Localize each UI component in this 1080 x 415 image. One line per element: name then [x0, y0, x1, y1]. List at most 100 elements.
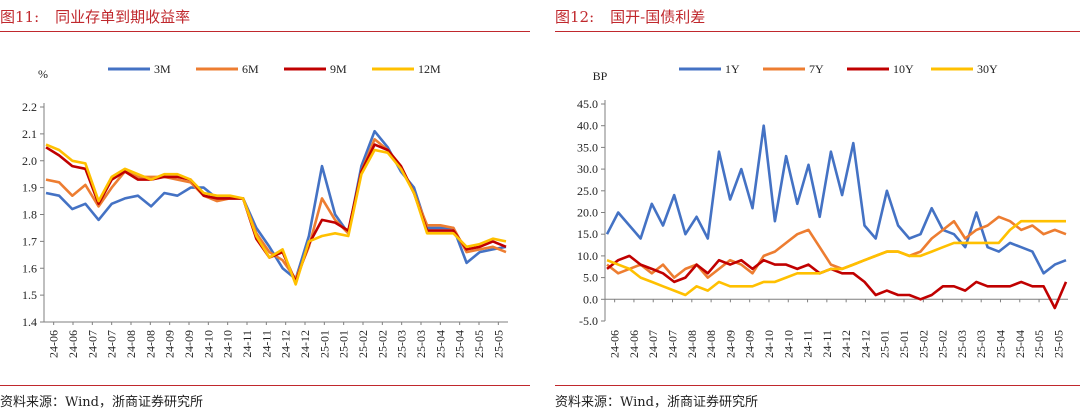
x-tick-label: 24-07 — [85, 330, 99, 358]
x-tick-label: 24-12 — [298, 330, 312, 358]
x-tick-label: 24-12 — [858, 330, 872, 358]
y-tick-label: 2.1 — [22, 127, 37, 141]
x-tick-label: 24-08 — [685, 330, 699, 358]
x-tick-label: 24-12 — [839, 330, 853, 358]
figure-title: 图11: 同业存单到期收益率 — [0, 6, 190, 27]
x-tick-label: 24-10 — [762, 330, 776, 358]
figure-title: 图12: 国开-国债利差 — [555, 6, 705, 27]
x-tick-label: 25-01 — [337, 330, 351, 358]
x-tick-label: 25-03 — [955, 330, 969, 358]
y-tick-label: 2.2 — [22, 100, 37, 114]
series-line-12M — [45, 143, 507, 286]
x-tick-label: 25-05 — [472, 330, 486, 358]
x-tick-label: 24-06 — [66, 330, 80, 358]
legend-label: 6M — [242, 62, 259, 76]
series-line-30Y — [606, 219, 1066, 297]
source-note: 资料来源：Wind，浙商证券研究所 — [555, 395, 758, 410]
y-tick-label: 40.0 — [577, 119, 598, 133]
y-tick-label: 30.0 — [577, 162, 598, 176]
y-tick-label: 0.0 — [583, 292, 598, 306]
y-tick-label: -5.0 — [579, 314, 598, 328]
legend-label: 10Y — [893, 62, 914, 76]
y-tick-label: 1.4 — [22, 315, 37, 329]
legend-label: 7Y — [809, 62, 824, 76]
y-tick-label: 1.6 — [22, 261, 37, 275]
x-tick-label: 24-07 — [105, 330, 119, 358]
x-tick-label: 24-09 — [723, 330, 737, 358]
source-note: 资料来源：Wind，浙商证券研究所 — [0, 395, 203, 410]
legend-label: 30Y — [977, 62, 998, 76]
x-tick-label: 24-07 — [646, 330, 660, 358]
series-line-7Y — [606, 215, 1067, 279]
y-tick-label: 1.9 — [22, 181, 37, 195]
legend-label: 12M — [418, 62, 441, 76]
figure-number: 图11: — [0, 8, 40, 26]
x-tick-label: 25-03 — [414, 330, 428, 358]
y-tick-label: 10.0 — [577, 249, 598, 263]
x-tick-label: 24-06 — [627, 330, 641, 358]
x-tick-label: 24-08 — [124, 330, 138, 358]
source-rule — [0, 385, 530, 386]
x-tick-label: 25-05 — [491, 330, 505, 358]
title-rule — [555, 31, 1080, 32]
x-tick-label: 25-05 — [1032, 330, 1046, 358]
x-tick-label: 25-01 — [897, 330, 911, 358]
legend-label: 1Y — [725, 62, 740, 76]
x-tick-label: 25-03 — [395, 330, 409, 358]
y-tick-label: 1.7 — [22, 234, 37, 248]
ncd-yield-chart: 1.4 1.5 1.6 1.7 1.8 1.9 2.0 2.1 2.2% 24-06 24-06 24… — [22, 62, 508, 358]
series-line-1Y — [605, 124, 1067, 275]
x-tick-label: 24-10 — [201, 330, 215, 358]
y-tick-label: 5.0 — [583, 271, 598, 285]
x-tick-label: 24-10 — [781, 330, 795, 358]
x-tick-label: 25-03 — [974, 330, 988, 358]
figure-number: 图12: — [555, 8, 595, 26]
x-tick-label: 25-02 — [375, 330, 389, 358]
x-tick-label: 25-02 — [916, 330, 930, 358]
x-tick-label: 25-02 — [936, 330, 950, 358]
x-tick-label: 24-09 — [163, 330, 177, 358]
y-tick-label: 35.0 — [577, 140, 598, 154]
y-tick-label: 20.0 — [577, 206, 598, 220]
y-axis-unit: BP — [593, 69, 608, 83]
series-line-9M — [45, 143, 507, 283]
x-tick-label: 24-08 — [143, 330, 157, 358]
cdb-spread-chart: -5.0 0.0 5.0 10.0 15.0 20.0 25.0 30.0 35.0 40.0 45… — [577, 62, 1068, 358]
y-tick-label: 45.0 — [577, 97, 598, 111]
panel-right: 图12: 国开-国债利差 -5.0 0.0 5.0 10.0 15.0 20.0 25.0 30… — [555, 0, 1080, 415]
x-tick-label: 25-04 — [433, 330, 447, 358]
legend-label: 9M — [330, 62, 347, 76]
title-rule — [0, 31, 530, 32]
x-tick-label: 25-04 — [453, 330, 467, 358]
panel-left: 图11: 同业存单到期收益率 1.4 1.5 1.6 1.7 1.8 1.9 2.0 2.1 2.… — [0, 0, 530, 415]
y-tick-label: 15.0 — [577, 227, 598, 241]
y-tick-label: 1.5 — [22, 288, 37, 302]
x-tick-label: 24-06 — [608, 330, 622, 358]
x-tick-label: 25-04 — [993, 330, 1007, 358]
legend-label: 3M — [154, 62, 171, 76]
source-rule — [555, 385, 1080, 386]
x-tick-label: 25-05 — [1051, 330, 1065, 358]
x-tick-label: 25-01 — [878, 330, 892, 358]
y-tick-label: 2.0 — [22, 154, 37, 168]
x-tick-label: 24-11 — [259, 330, 273, 358]
x-tick-label: 24-08 — [704, 330, 718, 358]
figure-caption: 国开-国债利差 — [610, 8, 706, 26]
x-tick-label: 24-09 — [182, 330, 196, 358]
y-tick-label: 1.8 — [22, 208, 37, 222]
series-line-10Y — [606, 254, 1068, 310]
x-tick-label: 25-04 — [1013, 330, 1027, 358]
x-tick-label: 24-11 — [820, 330, 834, 358]
x-tick-label: 24-11 — [240, 330, 254, 358]
x-tick-label: 25-02 — [356, 330, 370, 358]
y-tick-label: 25.0 — [577, 184, 598, 198]
figure-caption: 同业存单到期收益率 — [55, 8, 191, 26]
x-tick-label: 24-09 — [743, 330, 757, 358]
x-tick-label: 24-06 — [47, 330, 61, 358]
x-tick-label: 25-01 — [317, 330, 331, 358]
x-tick-label: 24-11 — [801, 330, 815, 358]
x-tick-label: 24-10 — [221, 330, 235, 358]
y-axis-unit: % — [38, 67, 48, 81]
x-tick-label: 24-07 — [666, 330, 680, 358]
x-tick-label: 24-12 — [279, 330, 293, 358]
